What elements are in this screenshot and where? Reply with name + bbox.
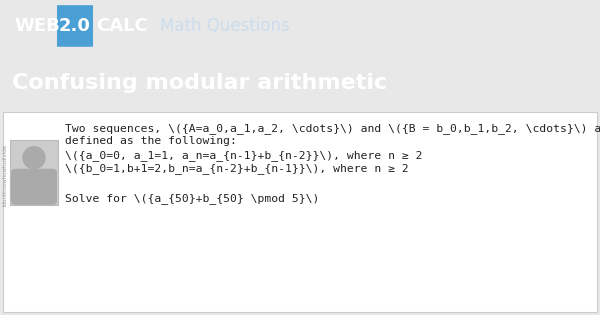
Circle shape xyxy=(23,147,45,169)
Text: idontknowhowtodivide: idontknowhowtodivide xyxy=(3,144,8,206)
Bar xyxy=(10,140,58,205)
Text: CALC: CALC xyxy=(96,17,148,35)
Text: Solve for \({a_{50}+b_{50} \pmod 5}\): Solve for \({a_{50}+b_{50} \pmod 5}\) xyxy=(65,193,319,204)
Text: 2.0: 2.0 xyxy=(59,17,91,35)
Text: Two sequences, \({A=a_0,a_1,a_2, \cdots}\) and \({B = b_0,b_1,b_2, \cdots}\) a: Two sequences, \({A=a_0,a_1,a_2, \cdots}… xyxy=(65,123,600,134)
Text: defined as the following:: defined as the following: xyxy=(65,136,237,146)
Text: WEB: WEB xyxy=(14,17,60,35)
Text: Math Questions: Math Questions xyxy=(160,17,290,35)
Text: Confusing modular arithmetic: Confusing modular arithmetic xyxy=(12,73,387,93)
Text: \({b_0=1,b+1=2,b_n=a_{n-2}+b_{n-1}}\), where n ≥ 2: \({b_0=1,b+1=2,b_n=a_{n-2}+b_{n-1}}\), w… xyxy=(65,163,409,174)
FancyBboxPatch shape xyxy=(57,5,93,47)
Text: \({a_0=0, a_1=1, a_n=a_{n-1}+b_{n-2}}\), where n ≥ 2: \({a_0=0, a_1=1, a_n=a_{n-1}+b_{n-2}}\),… xyxy=(65,150,422,161)
FancyBboxPatch shape xyxy=(11,169,57,205)
